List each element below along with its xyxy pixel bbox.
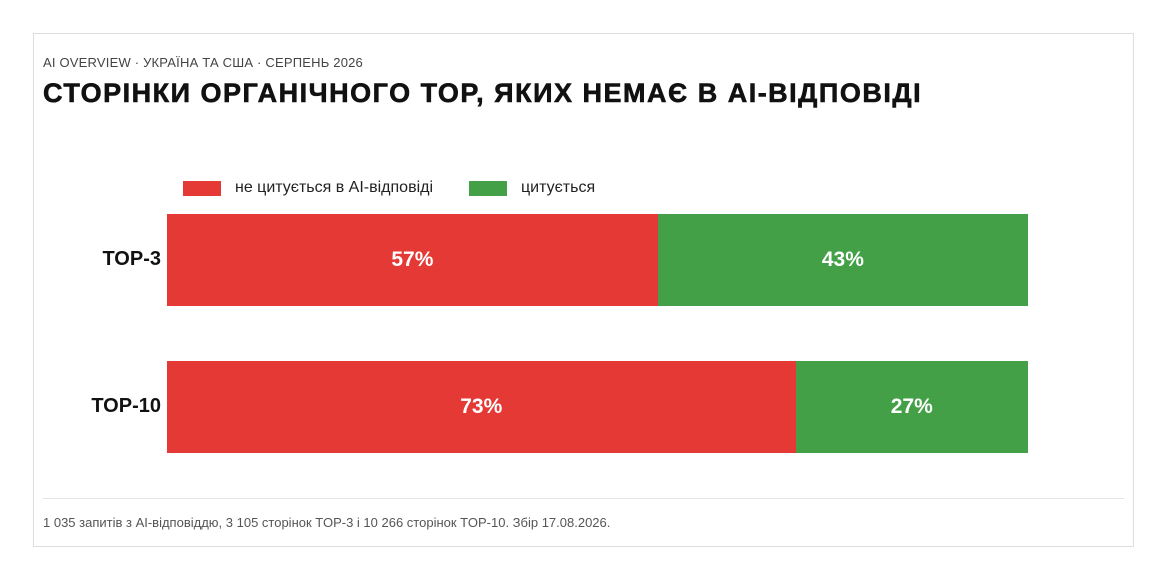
legend-swatch-cited — [469, 180, 508, 196]
chart-kicker: AI OVERVIEW · УКРАЇНА ТА США · СЕРПЕНЬ 2… — [43, 55, 363, 70]
data-label: 43% — [821, 248, 864, 271]
footnote: 1 035 запитів з AI-відповіддю, 3 105 сто… — [43, 515, 611, 530]
legend-item-not-cited: не цитується в AI-відповіді — [183, 179, 433, 197]
bar-segment-top-3-cited: 43% — [657, 214, 1028, 306]
data-label: 57% — [391, 248, 434, 271]
legend-item-cited: цитується — [469, 179, 595, 197]
category-label-top-3: TOP-3 — [102, 248, 161, 270]
footer-divider — [43, 498, 1124, 499]
bar-segment-top-3-not-cited: 57% — [167, 214, 658, 306]
data-label: 27% — [890, 395, 933, 418]
bar-segment-top-10-not-cited: 73% — [167, 361, 796, 453]
legend-label-cited: цитується — [521, 179, 596, 196]
bar-row-top-10: 73% 27% — [167, 361, 1028, 453]
legend-label-not-cited: не цитується в AI-відповіді — [235, 179, 434, 196]
data-label: 73% — [460, 395, 503, 418]
chart-title: СТОРІНКИ ОРГАНІЧНОГО ТОР, ЯКИХ НЕМАЄ В A… — [43, 78, 923, 109]
category-label-top-10: TOP-10 — [91, 395, 161, 417]
legend: не цитується в AI-відповіді цитується — [183, 178, 631, 198]
bar-segment-top-10-cited: 27% — [795, 361, 1028, 453]
legend-swatch-not-cited — [183, 180, 221, 196]
bar-row-top-3: 57% 43% — [167, 214, 1028, 306]
chart-card: AI OVERVIEW · УКРАЇНА ТА США · СЕРПЕНЬ 2… — [33, 33, 1134, 547]
